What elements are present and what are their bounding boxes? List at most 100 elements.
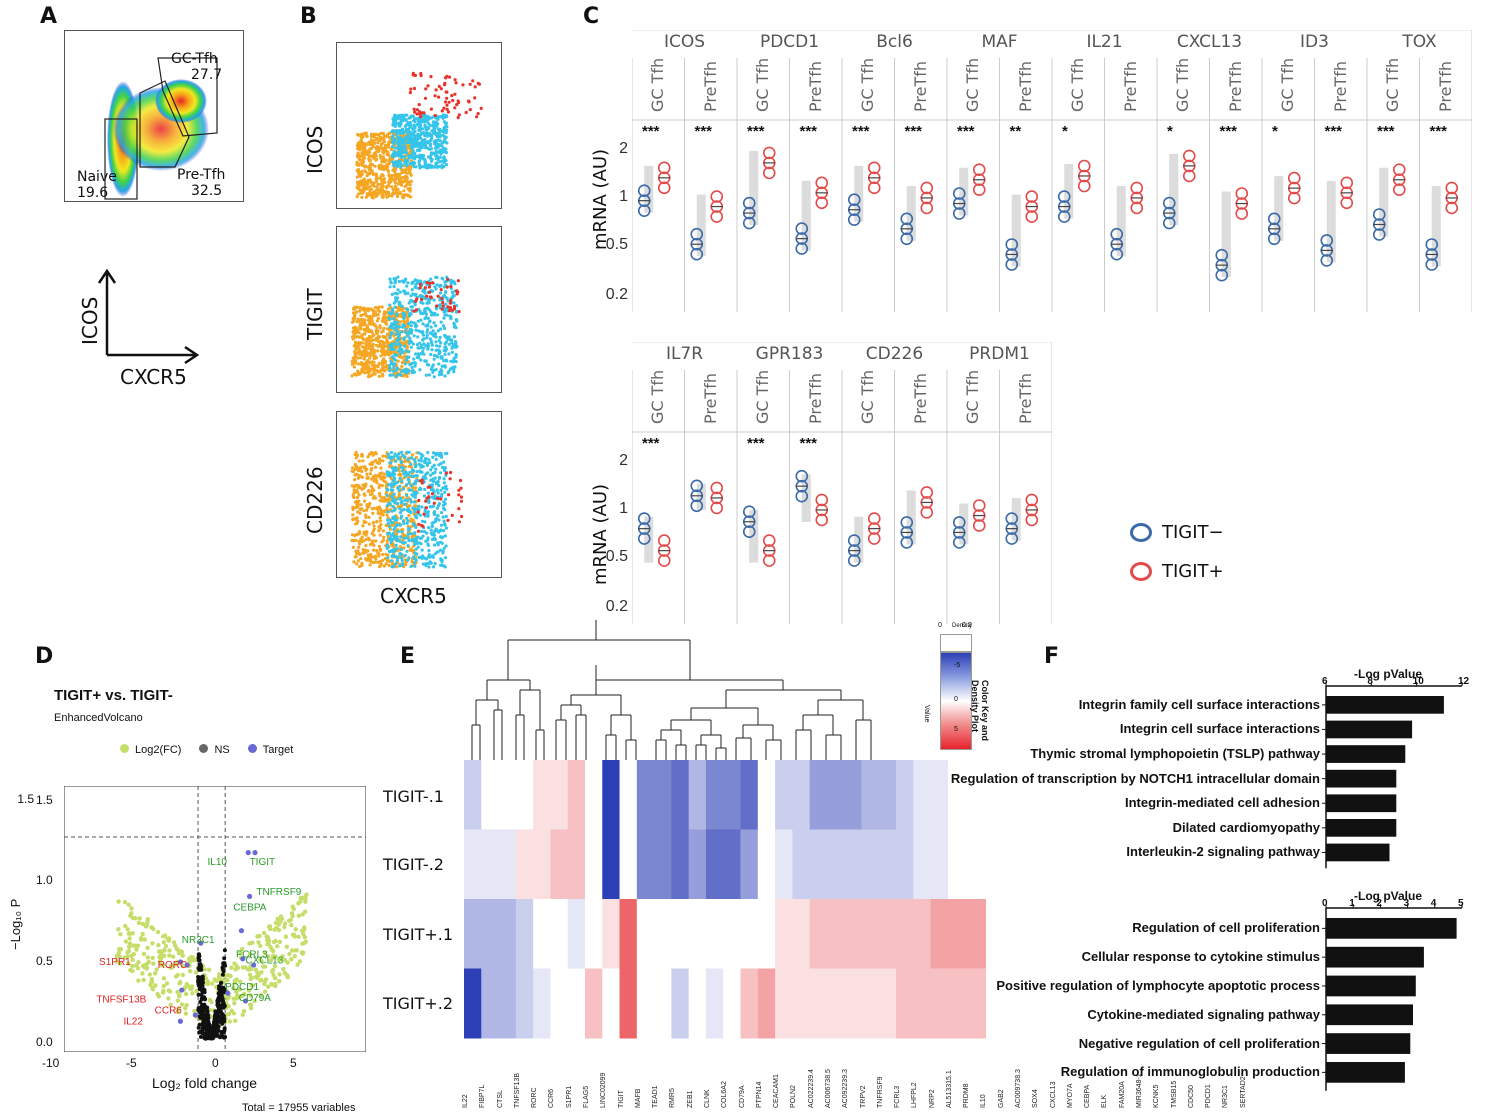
naive-dot xyxy=(359,356,363,360)
pretfh-dot xyxy=(444,135,448,139)
naive-dot xyxy=(353,361,357,365)
fc-point xyxy=(136,920,142,926)
naive-dot xyxy=(361,145,365,149)
fc-point xyxy=(232,1001,237,1006)
fc-point xyxy=(255,970,260,975)
pretfh-dot xyxy=(412,555,416,559)
naive-dot xyxy=(370,183,374,187)
significance-stars: * xyxy=(1167,123,1173,140)
naive-dot xyxy=(355,185,359,189)
replicate-neg-marker xyxy=(900,516,914,529)
naive-dot xyxy=(381,459,385,463)
gene-label-down: RORC xyxy=(158,960,187,971)
gctfh-dot xyxy=(436,294,440,298)
pretfh-dot xyxy=(391,153,395,157)
naive-dot xyxy=(353,462,357,467)
naive-dot xyxy=(382,357,386,361)
pretfh-dot xyxy=(439,341,443,345)
naive-dot xyxy=(359,503,363,507)
naive-dot xyxy=(395,194,400,199)
naive-dot xyxy=(368,185,372,189)
naive-dot xyxy=(363,187,367,191)
pretfh-dot xyxy=(429,473,433,477)
naive-dot xyxy=(411,518,415,522)
naive-dot xyxy=(384,322,388,326)
pretfh-dot xyxy=(394,562,398,566)
replicate-neg-marker xyxy=(952,187,966,200)
heatmap-cell xyxy=(584,968,603,1039)
gctfh-dot xyxy=(420,523,424,528)
naive-dot xyxy=(370,367,374,371)
gene-header: ICOS xyxy=(663,32,706,52)
naive-dot xyxy=(368,158,373,162)
fc-point xyxy=(129,906,134,911)
pretfh-dot xyxy=(437,164,441,168)
naive-dot xyxy=(358,474,362,478)
pretfh-dot xyxy=(412,321,416,325)
replicate-pos-marker xyxy=(710,481,724,495)
fc-point xyxy=(248,1002,254,1007)
naive-dot xyxy=(355,175,359,179)
fc-point xyxy=(137,916,142,921)
naive-dot xyxy=(368,501,372,506)
naive-dot xyxy=(376,461,380,465)
pretfh-dot xyxy=(420,470,424,474)
ns-point xyxy=(216,1004,221,1009)
naive-dot xyxy=(356,559,360,563)
pretfh-dot xyxy=(417,147,421,151)
naive-dot xyxy=(379,499,383,503)
pretfh-dot xyxy=(390,373,394,377)
pretfh-dot xyxy=(399,459,403,464)
heatmap-cell xyxy=(740,899,759,969)
gctfh-dot xyxy=(408,90,412,95)
fc-point xyxy=(190,955,195,960)
gene-label-up: FCRL3 xyxy=(236,949,268,960)
pretfh-dot xyxy=(395,292,399,296)
naive-dot xyxy=(373,190,377,195)
naive-dot xyxy=(374,338,378,342)
naive-dot xyxy=(372,181,376,185)
pretfh-dot xyxy=(415,123,419,127)
gctfh-dot xyxy=(440,109,444,113)
fc-point xyxy=(269,947,275,952)
pretfh-dot xyxy=(425,166,429,170)
fc-point xyxy=(233,967,238,972)
fc-point xyxy=(300,950,306,955)
naive-dot xyxy=(402,341,407,345)
naive-dot xyxy=(361,322,365,326)
pretfh-dot xyxy=(441,324,445,328)
replicate-pos-marker xyxy=(815,176,829,190)
heatmap-cell xyxy=(947,829,966,900)
fc-point xyxy=(300,912,305,917)
naive-dot xyxy=(374,539,378,543)
naive-dot xyxy=(388,465,392,469)
pretfh-dot xyxy=(411,148,415,152)
pretfh-dot xyxy=(407,481,411,485)
naive-dot xyxy=(381,454,385,458)
naive-dot xyxy=(385,513,389,517)
pretfh-dot xyxy=(408,470,412,474)
pathway-label: Positive regulation of lymphocyte apopto… xyxy=(996,977,1320,993)
gctfh-dot xyxy=(468,82,472,86)
replicate-neg-marker xyxy=(1110,247,1124,261)
panel-label-b: B xyxy=(300,4,317,29)
naive-dot xyxy=(365,352,369,356)
naive-dot xyxy=(359,138,363,142)
pretfh-dot xyxy=(424,373,428,377)
naive-dot xyxy=(378,533,382,537)
fc-point xyxy=(193,970,199,975)
naive-dot xyxy=(367,318,371,322)
pretfh-dot xyxy=(415,491,419,495)
naive-dot xyxy=(368,338,372,342)
pretfh-dot xyxy=(395,134,399,138)
pretfh-dot xyxy=(435,307,439,311)
row-label-cd226: CD226 xyxy=(303,466,327,534)
pretfh-dot xyxy=(442,481,446,485)
pretfh-dot xyxy=(429,367,433,371)
pretfh-dot xyxy=(413,465,417,469)
pretfh-dot xyxy=(394,368,399,372)
gctfh-dot xyxy=(448,301,452,305)
pretfh-dot xyxy=(409,564,413,568)
pretfh-dot xyxy=(402,289,406,293)
grid-svg xyxy=(632,30,1472,312)
